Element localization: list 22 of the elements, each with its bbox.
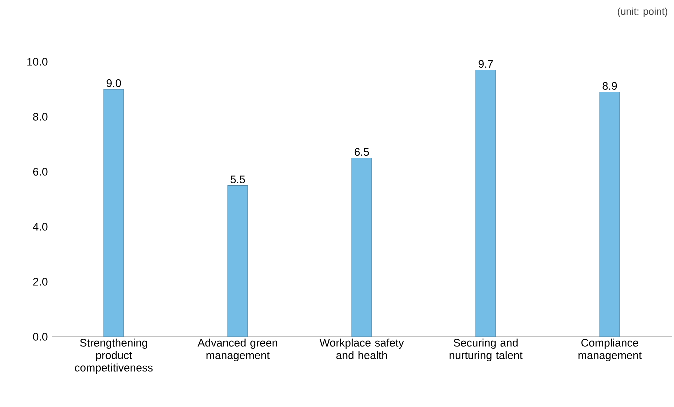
x-tick-label: Compliance management [578, 338, 642, 362]
bar [228, 185, 248, 338]
y-tick-label: 8.0 [33, 113, 48, 121]
data-label: 5.5 [230, 176, 246, 184]
y-tick-label: 10.0 [28, 58, 48, 66]
y-tick-label: 4.0 [33, 223, 48, 231]
data-label: 9.0 [106, 80, 122, 88]
text: (unit: point) [618, 8, 668, 18]
y-tick-label: 6.0 [33, 168, 48, 176]
y-tick-label: 2.0 [33, 278, 48, 286]
bar [476, 70, 496, 338]
x-tick-label: Workplace safety and health [320, 338, 404, 360]
x-tick-label: Strengthening product competitiveness [75, 338, 153, 374]
x-tick-label: Advanced green management [198, 338, 278, 362]
bar [104, 89, 124, 338]
y-tick-label: 0.0 [33, 333, 48, 341]
data-label: 8.9 [602, 82, 618, 90]
data-label: 9.7 [478, 60, 494, 68]
bar [600, 92, 620, 338]
x-tick-label: Securing and nurturing talent [450, 338, 523, 362]
bar [352, 158, 372, 338]
data-label: 6.5 [354, 148, 370, 156]
